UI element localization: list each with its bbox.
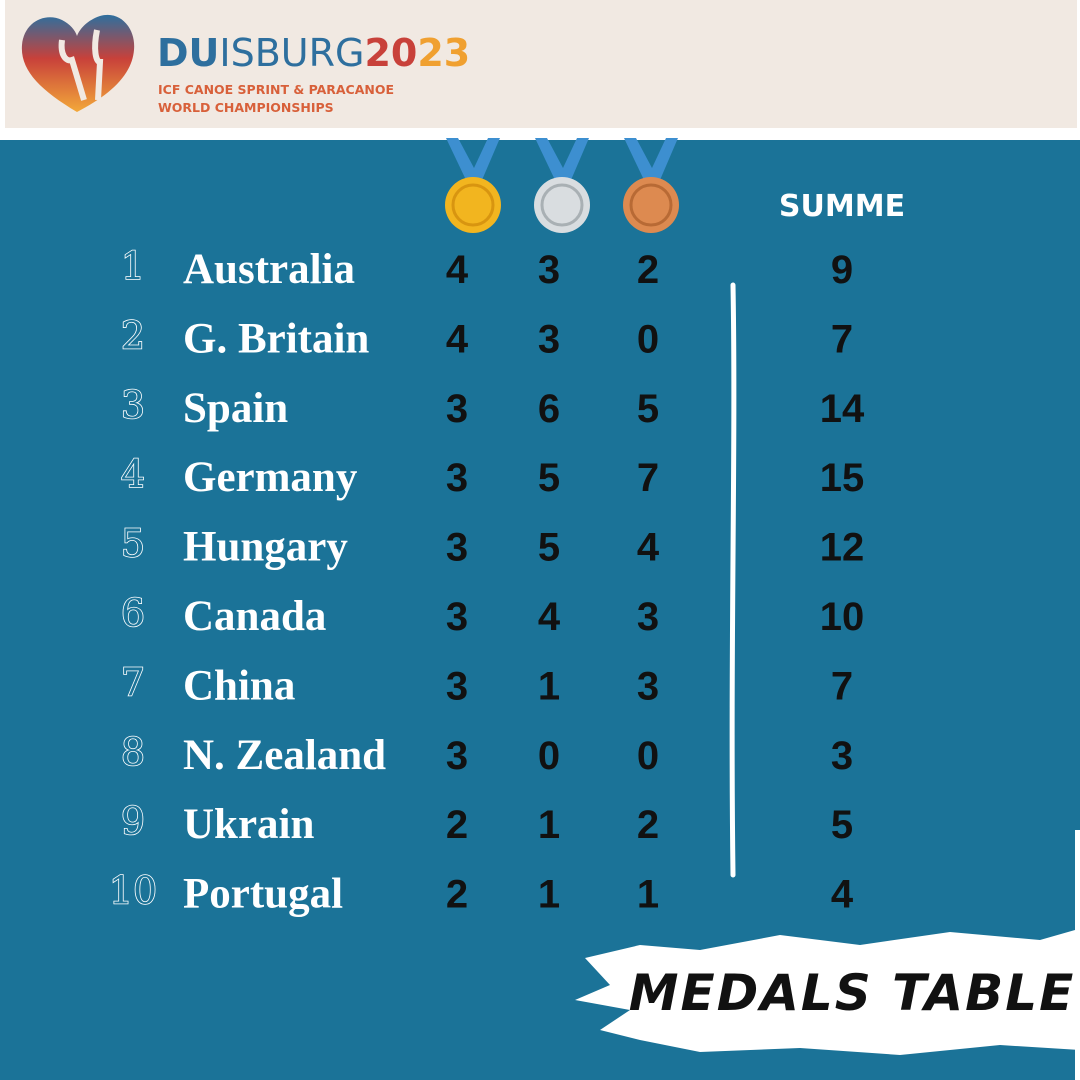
silver-count: 1: [538, 803, 560, 847]
bronze-count: 4: [637, 526, 660, 570]
silver-count: 6: [538, 387, 560, 431]
silver-count: 3: [538, 317, 560, 361]
bronze-count: 3: [637, 664, 659, 708]
total-count: 7: [831, 317, 853, 361]
country: N. Zealand: [183, 732, 386, 779]
logo-paddles: [58, 29, 104, 101]
silver-medal: [534, 138, 590, 233]
total-count: 12: [820, 526, 865, 570]
gold-count: 3: [446, 526, 468, 570]
total-count: 4: [831, 873, 854, 917]
rank: 1: [121, 244, 145, 288]
brand: DUISBURG2023: [157, 31, 470, 75]
brand-du: DU: [157, 31, 219, 75]
total-count: 5: [831, 803, 853, 847]
rank: 5: [121, 522, 145, 566]
gold-count: 3: [446, 664, 468, 708]
bronze-medal: [623, 138, 679, 233]
gold-count: 3: [446, 734, 468, 778]
rank: 6: [121, 591, 145, 635]
rank: 2: [121, 313, 145, 357]
bronze-count: 5: [637, 387, 659, 431]
rank: 9: [121, 799, 145, 843]
footer-title: MEDALS TABLE: [629, 964, 1075, 1022]
panel-edge: [1075, 140, 1080, 830]
total-count: 7: [831, 664, 853, 708]
silver-count: 0: [538, 734, 560, 778]
brand-isburg: ISBURG: [219, 31, 364, 75]
total-count: 14: [820, 387, 865, 431]
bronze-count: 3: [637, 595, 659, 639]
gold-count: 3: [446, 595, 468, 639]
total-count: 15: [820, 456, 865, 500]
country: Portugal: [183, 871, 343, 918]
silver-count: 5: [538, 526, 560, 570]
rank: 8: [121, 730, 145, 774]
bronze-count: 1: [637, 873, 659, 917]
country: China: [183, 662, 295, 709]
silver-count: 1: [538, 873, 560, 917]
divider: [729, 282, 737, 878]
gold-count: 3: [446, 387, 468, 431]
total-count: 3: [831, 734, 853, 778]
bronze-count: 2: [637, 803, 659, 847]
silver-count: 5: [538, 456, 560, 500]
silver-count: 1: [538, 664, 560, 708]
bronze-count: 2: [637, 248, 659, 292]
country: Ukrain: [183, 801, 315, 848]
logo-heart: [21, 14, 135, 113]
total-header: SUMME: [779, 189, 905, 224]
country: Hungary: [183, 524, 348, 571]
bronze-count: 0: [637, 734, 659, 778]
country: Australia: [183, 246, 355, 293]
bronze-count: 7: [637, 456, 659, 500]
gold-medal: [445, 138, 501, 233]
brand-year-b: 23: [417, 31, 470, 75]
country: Canada: [183, 593, 326, 640]
rank: 7: [121, 660, 145, 704]
rank: 10: [109, 869, 157, 913]
subtitle-line: WORLD CHAMPIONSHIPS: [158, 100, 334, 115]
bronze-count: 0: [637, 317, 659, 361]
gold-count: 4: [446, 248, 469, 292]
rank: 4: [121, 452, 145, 496]
brand-year-a: 20: [364, 31, 417, 75]
country: G. Britain: [183, 315, 369, 362]
gold-count: 3: [446, 456, 468, 500]
brush-stroke: [575, 930, 1080, 1055]
silver-count: 3: [538, 248, 560, 292]
gold-count: 2: [446, 803, 468, 847]
subtitle-line: ICF CANOE SPRINT & PARACANOE: [158, 82, 394, 97]
medal-icons: [445, 138, 679, 233]
rank: 3: [121, 383, 145, 427]
gold-count: 4: [446, 317, 469, 361]
country: Spain: [183, 385, 288, 432]
header-band: [5, 0, 1077, 128]
table-rows: 1 Australia 4 3 2 92 G. Britain 4 3 0 73 Spain 3 6 5 14…: [108, 243, 865, 918]
table-panel: [0, 140, 1075, 1080]
silver-count: 4: [538, 595, 561, 639]
total-count: 10: [820, 595, 865, 639]
country: Germany: [183, 454, 358, 501]
gold-count: 2: [446, 873, 468, 917]
total-count: 9: [831, 248, 853, 292]
